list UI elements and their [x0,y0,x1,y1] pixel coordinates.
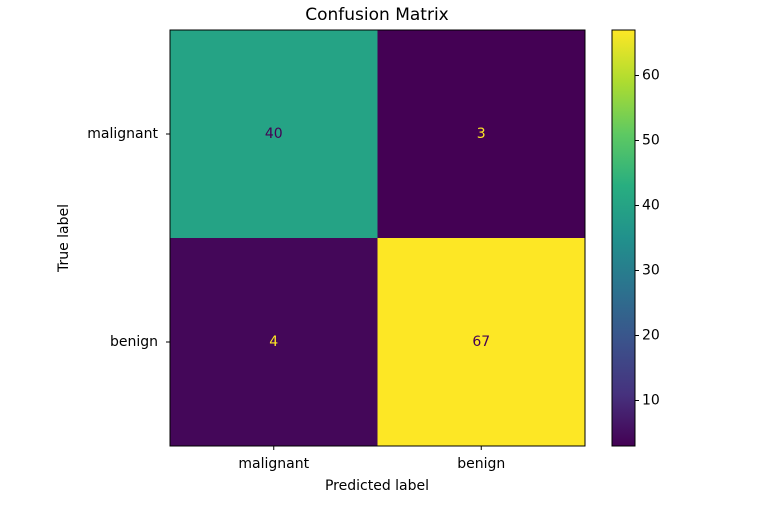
cell-value-label: 4 [269,334,278,350]
heatmap-cell [377,30,586,239]
y-tick-label: benign [110,334,158,350]
heatmap-cell [377,238,586,447]
plot-frame [169,29,586,447]
cell-value-label: 3 [477,126,486,142]
colorbar-tick-label: 20 [642,328,660,344]
heatmap-cell [170,30,378,239]
colorbar-tick-label: 10 [642,393,660,409]
colorbar-tick-label: 50 [642,133,660,149]
colorbar-tick-label: 60 [642,68,660,84]
x-tick-label: benign [457,456,505,472]
x-axis-label: Predicted label [325,478,429,494]
y-tick-label: malignant [87,126,158,142]
cell-value-label: 67 [472,334,490,350]
colorbar [611,29,636,447]
colorbar-tick-label: 30 [642,263,660,279]
x-tick-label: malignant [238,456,309,472]
chart-title: Confusion Matrix [305,5,449,25]
cell-value-label: 40 [265,126,283,142]
y-axis-label: True label [56,204,72,273]
colorbar-tick-label: 40 [642,198,660,214]
heatmap-cell [170,238,378,447]
